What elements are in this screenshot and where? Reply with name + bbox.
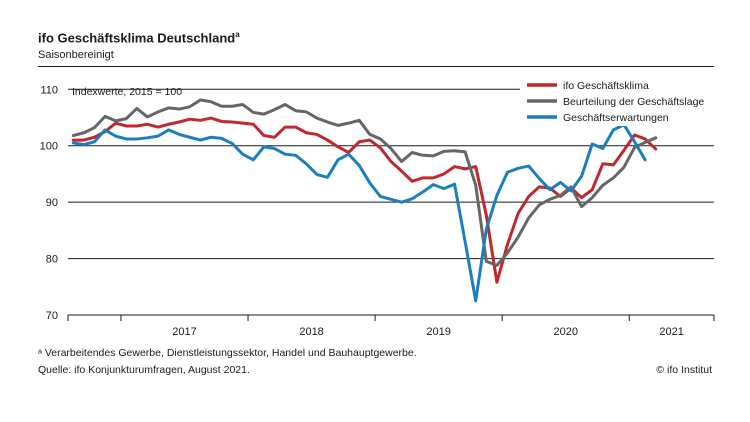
y-tick-label: 90 [46, 197, 58, 209]
x-tick-label-2017: 2017 [172, 326, 196, 338]
y-tick-label: 110 [40, 84, 58, 96]
series-line-geschäftserwartungen [71, 123, 647, 303]
x-tick-label-2018: 2018 [299, 326, 323, 338]
y-tick-label: 70 [46, 310, 58, 322]
footnote: ᵃ Verarbeitendes Gewerbe, Dienstleistung… [38, 347, 417, 359]
legend-label: ifo Geschäftsklima [563, 80, 649, 92]
series-lines [71, 98, 658, 303]
source-note: Quelle: ifo Konjunkturumfragen, August 2… [38, 364, 250, 376]
y-tick-label: 100 [40, 141, 58, 153]
chart-subtitle: Saisonbereinigt [38, 49, 114, 61]
series-line-ifo-geschäftsklima [71, 116, 658, 284]
y-axis-labels: 70 80 90 100 110 [40, 84, 58, 322]
y-tick-label: 80 [46, 254, 58, 266]
x-tick-label-2019: 2019 [426, 326, 450, 338]
chart-title-text: ifo Geschäftsklima Deutschland [38, 30, 236, 46]
x-axis-labels: 2017 2018 2019 2020 2021 [172, 326, 684, 338]
x-tick-label-2021: 2021 [659, 326, 683, 338]
header-divider [38, 66, 714, 67]
copyright-note: © ifo Institut [656, 364, 712, 376]
legend-label: Geschäftserwartungen [563, 112, 669, 124]
legend: ifo Geschäftsklima Beurteilung der Geschä… [520, 74, 714, 126]
x-axis [67, 314, 715, 321]
series-line-beurteilung-der-geschäftslage [71, 98, 658, 267]
y-axis-unit-label: Indexwerte, 2015 = 100 [72, 86, 182, 98]
title-footnote-marker: a [235, 30, 240, 39]
legend-label: Beurteilung der Geschäftslage [563, 96, 704, 108]
x-tick-label-2020: 2020 [553, 326, 577, 338]
chart-title: ifo Geschäftsklima Deutschlanda [38, 30, 240, 45]
